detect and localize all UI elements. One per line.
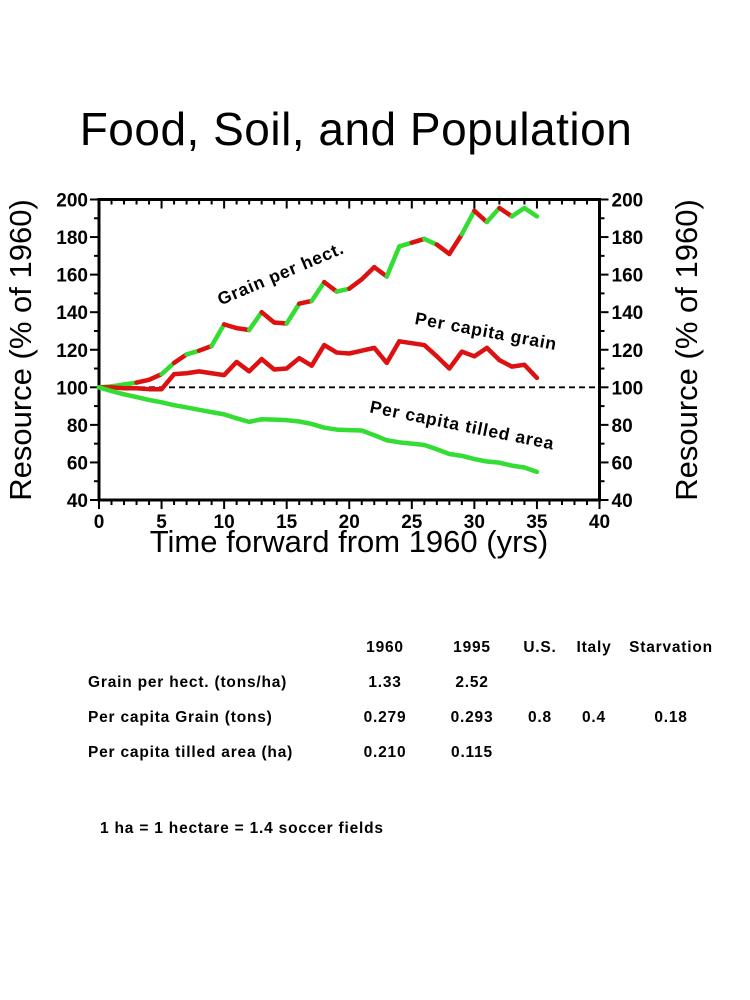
table-cell: 0.4 (582, 708, 606, 726)
y-tick-label-left: 60 (67, 453, 88, 474)
page-title: Food, Soil, and Population (79, 103, 633, 155)
line-segment (321, 279, 339, 294)
table-cell: 0.279 (363, 708, 407, 726)
table-cell: 0.8 (528, 708, 552, 726)
line-segment (497, 205, 515, 219)
series-line-per-capita-tilled-area (96, 385, 540, 475)
x-tick-label: 0 (94, 512, 105, 533)
y-tick-label-left: 120 (56, 341, 88, 362)
x-tick-label: 25 (401, 512, 423, 533)
line-segment (522, 205, 540, 219)
y-tick-label-right: 60 (612, 453, 633, 474)
line-segment (422, 236, 440, 247)
y-tick-label-left: 140 (56, 303, 88, 324)
y-tick-label-right: 200 (612, 191, 644, 212)
footnote: 1 ha = 1 hectare = 1.4 soccer fields (100, 820, 384, 837)
line-segment (447, 231, 465, 257)
y-axis-title-left: Resource (% of 1960) (3, 199, 38, 501)
series-line-per-capita-grain (96, 339, 540, 392)
x-tick-label: 30 (464, 512, 485, 533)
line-segment (171, 352, 189, 366)
line-segment (484, 205, 502, 225)
table-cell: 2.52 (455, 673, 489, 691)
y-tick-label-right: 40 (612, 491, 633, 512)
line-segment (209, 322, 227, 349)
table-header-cell: 1995 (453, 638, 491, 656)
x-tick-label: 5 (156, 512, 167, 533)
line-segment (434, 242, 452, 257)
line-segment (359, 264, 377, 282)
table-header-cell: U.S. (523, 638, 557, 656)
table-cell: Per capita tilled area (ha) (88, 743, 294, 761)
y-tick-label-left: 80 (67, 416, 88, 437)
polyline (96, 339, 540, 392)
line-segment (372, 264, 390, 279)
y-tick-label-left: 40 (67, 491, 88, 512)
table-header-cell: Italy (576, 638, 612, 656)
x-tick-label: 15 (276, 512, 298, 533)
x-tick-label: 40 (589, 512, 610, 533)
y-tick-label-left: 100 (56, 378, 88, 399)
line-segment (309, 279, 327, 304)
series-label-per-capita-tilled-area: Per capita tilled area (368, 397, 556, 454)
axis-ticks (90, 198, 609, 509)
table-cell: 0.18 (654, 708, 688, 726)
line-segment (472, 208, 490, 225)
y-tick-label-right: 80 (612, 416, 633, 437)
table-cell: Per capita Grain (tons) (88, 708, 273, 726)
data-table: 1960 1995 U.S. Italy Starvation Grain per hec… (88, 630, 727, 770)
line-segment (246, 309, 264, 333)
table-cell: 1.33 (368, 673, 402, 691)
table-cell: Grain per hect. (tons/ha) (88, 673, 288, 691)
y-axis-title-right: Resource (% of 1960) (669, 199, 704, 501)
table-cell: 0.115 (451, 743, 493, 761)
line-segment (284, 301, 302, 326)
y-tick-label-right: 180 (612, 228, 644, 249)
series-label-grain-per-hect: Grain per hect. (214, 238, 347, 309)
x-tick-label: 10 (214, 512, 235, 533)
line-segment (384, 244, 402, 279)
table-header-cell: Starvation (629, 638, 713, 656)
line-segment (347, 277, 365, 291)
y-tick-label-right: 140 (612, 303, 644, 324)
plot-frame (97, 198, 601, 502)
table-cell: 0.210 (363, 743, 407, 761)
line-segment (159, 360, 177, 377)
table-cell: 0.293 (450, 708, 494, 726)
line-segment (509, 205, 527, 219)
x-tick-label: 35 (526, 512, 548, 533)
x-axis-title: Time forward from 1960 (yrs) (150, 524, 549, 559)
line-segment (459, 208, 477, 237)
line-segment (146, 371, 164, 383)
y-tick-label-right: 120 (612, 341, 644, 362)
y-tick-label-right: 100 (612, 378, 644, 399)
series-line-grain-per-hect- (96, 205, 540, 390)
x-tick-label: 20 (339, 512, 360, 533)
polyline (96, 385, 540, 475)
table-header-cell: 1960 (366, 638, 404, 656)
y-tick-label-left: 200 (56, 191, 88, 212)
y-tick-label-left: 160 (56, 266, 88, 287)
line-segment (259, 309, 277, 325)
y-tick-label-left: 180 (56, 228, 88, 249)
y-tick-label-right: 160 (612, 266, 644, 287)
